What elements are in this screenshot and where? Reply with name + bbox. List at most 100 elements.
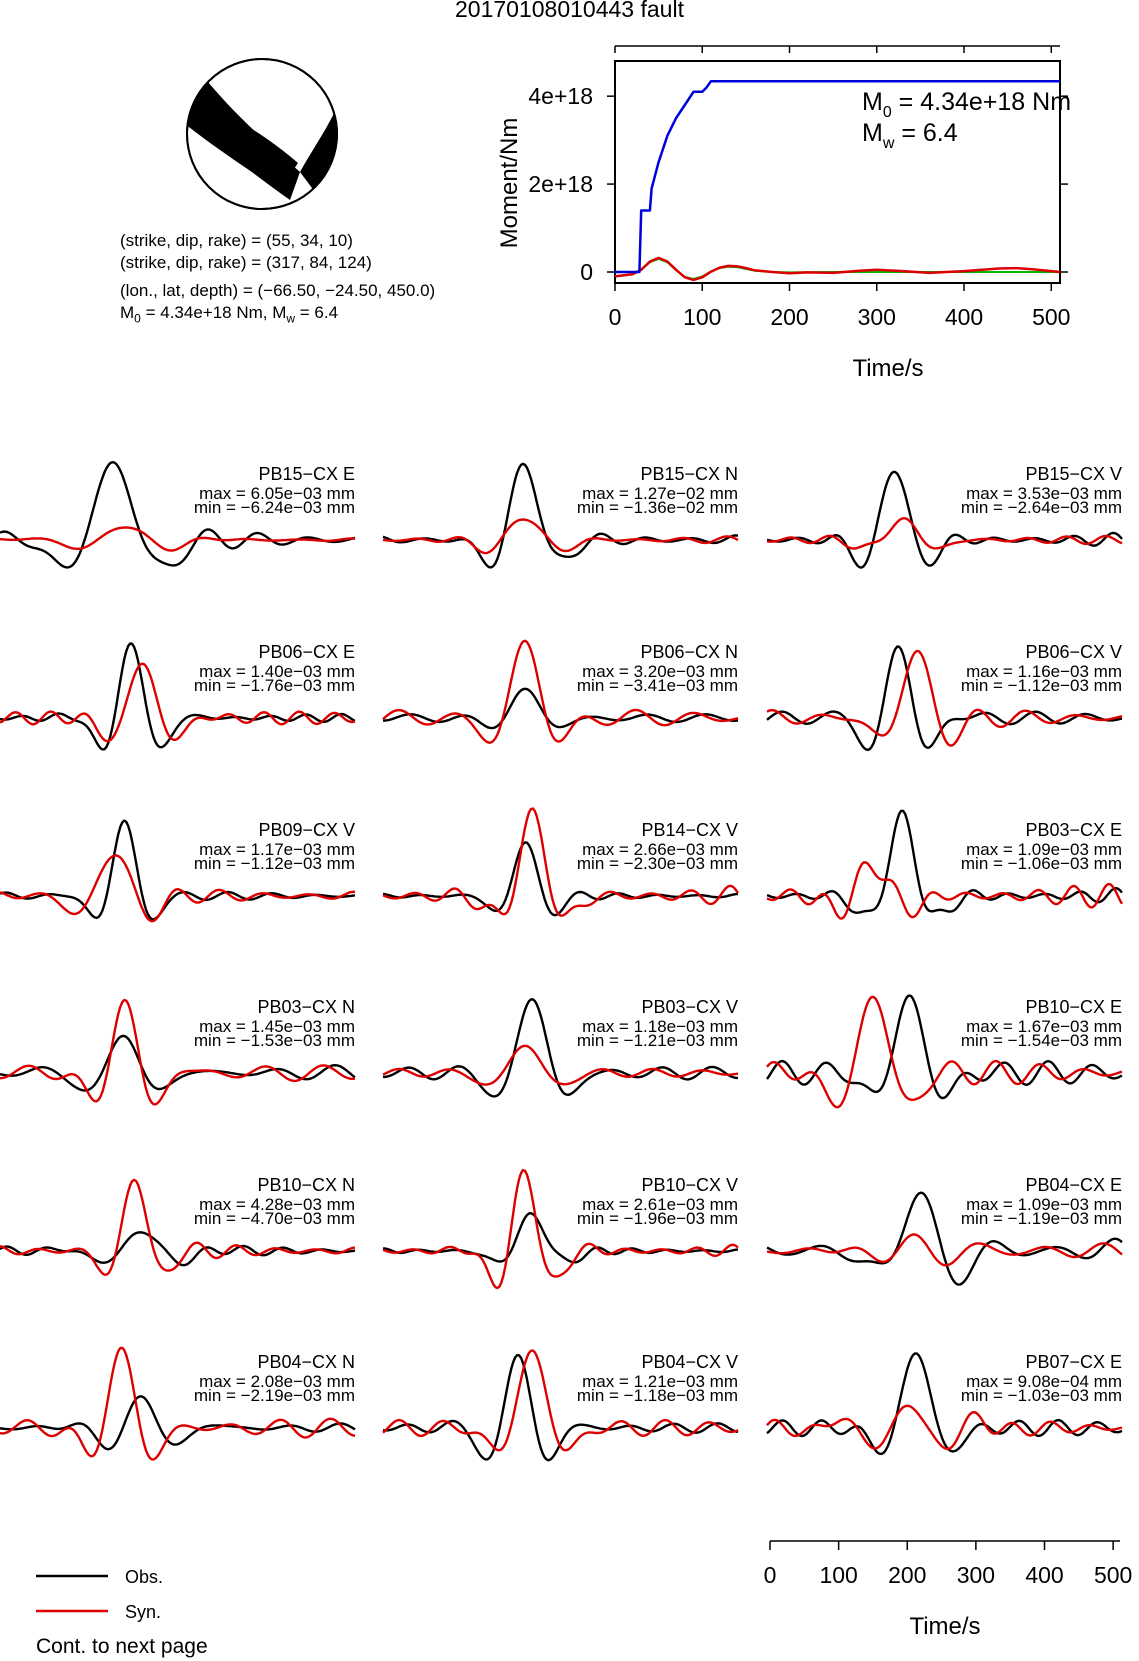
synthetic-trace <box>0 1346 356 1461</box>
min-label: min = −6.24e−03 mm <box>194 498 355 517</box>
moment-xlabel: Time/s <box>852 355 923 382</box>
moment-magnitude-line: M0 = 4.34e+18 Nm, Mw = 6.4 <box>120 303 339 326</box>
moment-xtick-label: 200 <box>770 304 808 330</box>
max-label: max = 1.16e−03 mm <box>966 662 1122 681</box>
moment-ytick-label: 0 <box>580 259 593 285</box>
synthetic-trace <box>382 1349 739 1452</box>
min-label: min = −1.03e−03 mm <box>961 1386 1122 1405</box>
min-label: min = −1.76e−03 mm <box>194 676 355 695</box>
station-label: PB03−CX E <box>1025 820 1122 840</box>
moment-plot-frame <box>614 60 1061 284</box>
moment-rate-chart: 0 100 200 300 400 500 0 2e+18 4e+18 Time/s Moment/… <box>496 45 1071 382</box>
min-label: min = −1.19e−03 mm <box>961 1209 1122 1228</box>
synthetic-trace <box>382 1044 739 1086</box>
moment-xtick-label: 0 <box>609 304 622 330</box>
max-label: max = 1.40e−03 mm <box>199 662 355 681</box>
moment-rate-red-line <box>614 256 1061 282</box>
hypocenter: (lon., lat, depth) = (−66.50, −24.50, 45… <box>120 281 436 300</box>
min-label: min = −1.53e−03 mm <box>194 1031 355 1050</box>
beachball <box>186 58 338 210</box>
synthetic-trace <box>382 807 739 917</box>
moment-ytick-label: 2e+18 <box>528 171 593 197</box>
cumulative-moment-line <box>615 79 1060 274</box>
observed-trace <box>0 1231 356 1267</box>
legend-syn-label: Syn. <box>125 1602 161 1622</box>
station-label: PB07−CX E <box>1025 1352 1122 1372</box>
max-label: max = 1.09e−03 mm <box>966 1195 1122 1214</box>
observed-trace <box>0 1395 356 1451</box>
moment-xtick-label: 500 <box>1032 304 1070 330</box>
moment-xtick-label: 400 <box>945 304 983 330</box>
station-label: PB10−CX N <box>257 1175 355 1195</box>
station-label: PB15−CX E <box>258 464 355 484</box>
legend-obs-label: Obs. <box>125 1567 163 1587</box>
min-label: min = −1.12e−03 mm <box>961 676 1122 695</box>
max-label: max = 1.18e−03 mm <box>582 1017 738 1036</box>
synthetic-trace <box>382 639 739 744</box>
observed-trace <box>0 642 356 751</box>
max-label: max = 2.08e−03 mm <box>199 1372 355 1391</box>
station-label: PB03−CX V <box>641 997 738 1017</box>
waveform-xtick-label: 400 <box>1025 1562 1063 1588</box>
min-label: min = −2.30e−03 mm <box>577 854 738 873</box>
moment-ytick-label: 4e+18 <box>528 83 593 109</box>
beachball-compression-lobe-2 <box>187 82 300 200</box>
moment-annotation-mw: Mw = 6.4 <box>862 119 958 152</box>
observed-trace <box>766 1352 1123 1456</box>
station-label: PB06−CX E <box>258 642 355 662</box>
observed-trace <box>382 687 739 730</box>
min-label: min = −2.64e−03 mm <box>961 498 1122 517</box>
station-label: PB03−CX N <box>257 997 355 1017</box>
observed-trace <box>382 1353 739 1462</box>
nodal-plane-1: (strike, dip, rake) = (55, 34, 10) <box>120 231 353 250</box>
max-label: max = 3.53e−03 mm <box>966 484 1122 503</box>
figure-title: 20170108010443 fault <box>455 0 684 22</box>
max-label: max = 3.20e−03 mm <box>582 662 738 681</box>
max-label: max = 1.17e−03 mm <box>199 840 355 859</box>
max-label: max = 2.61e−03 mm <box>582 1195 738 1214</box>
moment-annotation-m0: M0 = 4.34e+18 Nm <box>862 88 1071 121</box>
waveform-xlabel: Time/s <box>909 1613 980 1640</box>
synthetic-trace <box>382 518 739 555</box>
mechanism-info: (strike, dip, rake) = (55, 34, 10) (stri… <box>120 230 435 329</box>
min-label: min = −1.12e−03 mm <box>194 854 355 873</box>
max-label: max = 1.45e−03 mm <box>199 1017 355 1036</box>
observed-trace <box>0 1034 356 1092</box>
waveform-xtick-label: 300 <box>957 1562 995 1588</box>
observed-trace <box>766 1191 1123 1286</box>
min-label: min = −4.70e−03 mm <box>194 1209 355 1228</box>
max-label: max = 1.27e−02 mm <box>582 484 738 503</box>
station-label: PB14−CX V <box>641 820 738 840</box>
station-label: PB10−CX E <box>1025 997 1122 1017</box>
synthetic-trace <box>766 649 1123 747</box>
synthetic-trace <box>0 526 356 552</box>
min-label: min = −1.21e−03 mm <box>577 1031 738 1050</box>
min-label: min = −1.96e−03 mm <box>577 1209 738 1228</box>
synthetic-trace <box>0 854 355 923</box>
synthetic-trace <box>0 662 356 743</box>
waveform-xtick-label: 200 <box>888 1562 926 1588</box>
synthetic-trace <box>382 1168 739 1290</box>
min-label: min = −1.36e−02 mm <box>577 498 738 517</box>
observed-trace <box>766 645 1123 752</box>
synthetic-trace <box>0 1178 356 1276</box>
station-label: PB04−CX N <box>257 1352 355 1372</box>
min-label: min = −1.54e−03 mm <box>961 1031 1122 1050</box>
station-label: PB15−CX N <box>640 464 738 484</box>
